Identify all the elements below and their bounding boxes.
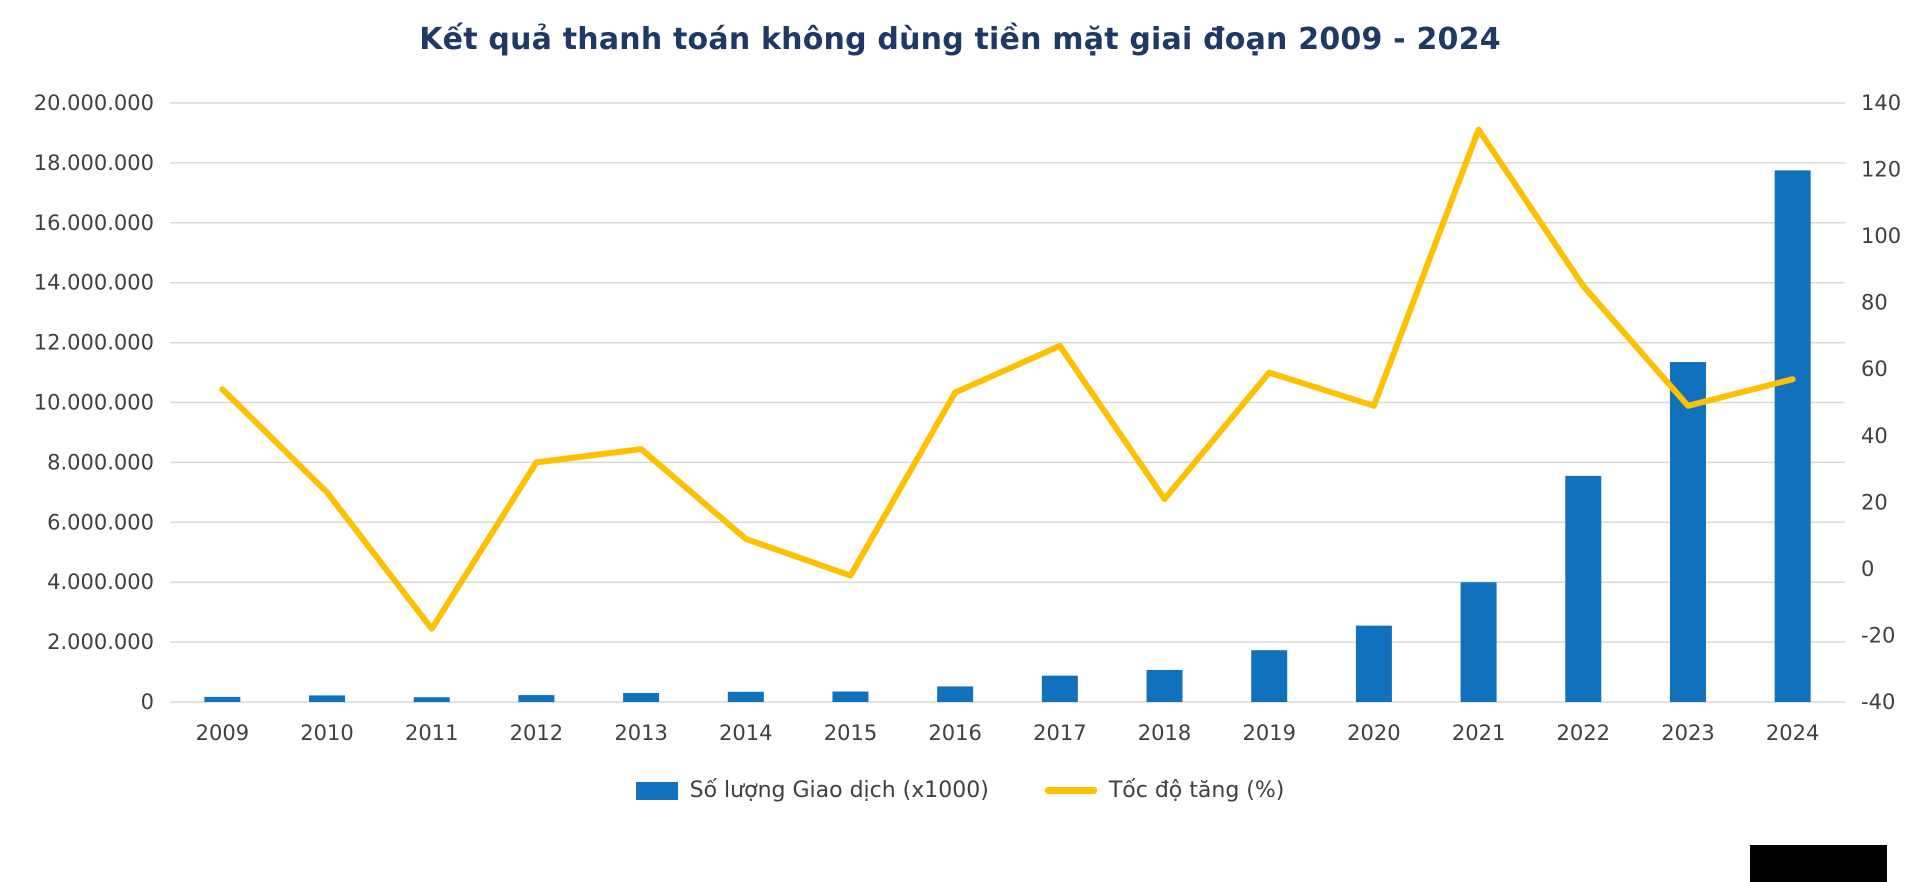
- x-axis-label: 2018: [1138, 721, 1191, 745]
- bar-2023: [1669, 362, 1706, 702]
- x-axis-label: 2023: [1661, 721, 1714, 745]
- right-axis-tick: 20: [1861, 490, 1888, 514]
- legend-item-bars: Số lượng Giao dịch (x1000): [635, 778, 989, 803]
- left-axis-tick: 8.000.000: [47, 450, 154, 474]
- bar-2019: [1251, 650, 1288, 702]
- x-axis-label: 2009: [196, 721, 249, 745]
- legend: Số lượng Giao dịch (x1000) Tốc độ tăng (…: [0, 778, 1920, 803]
- x-axis-label: 2022: [1557, 721, 1610, 745]
- left-axis-tick: 12.000.000: [34, 331, 154, 355]
- legend-label-bars: Số lượng Giao dịch (x1000): [689, 778, 989, 803]
- right-axis-tick: 120: [1861, 158, 1901, 182]
- left-axis-tick: 20.000.000: [34, 91, 154, 115]
- bar-2012: [518, 695, 555, 702]
- bar-2022: [1565, 475, 1602, 702]
- bar-series-swatch: [635, 781, 678, 800]
- chart-title: Kết quả thanh toán không dùng tiền mặt g…: [419, 22, 1501, 57]
- bar-2020: [1355, 625, 1392, 702]
- bar-2009: [204, 696, 241, 702]
- x-axis-label: 2024: [1766, 721, 1819, 745]
- right-axis-tick: 100: [1861, 224, 1901, 248]
- bottom-right-black-bar: [1750, 845, 1887, 882]
- left-axis-tick: 0: [141, 690, 154, 714]
- bar-2016: [937, 686, 974, 702]
- right-axis-tick: -40: [1861, 690, 1895, 714]
- left-axis-tick: 4.000.000: [47, 570, 154, 594]
- right-axis-tick: 140: [1861, 91, 1901, 115]
- right-axis-tick: 80: [1861, 291, 1888, 315]
- legend-item-line: Tốc độ tăng (%): [1044, 778, 1285, 803]
- bar-2021: [1460, 582, 1497, 702]
- left-axis-tick: 10.000.000: [34, 391, 154, 415]
- right-axis-tick: 0: [1861, 557, 1874, 581]
- left-axis-tick: 16.000.000: [34, 211, 154, 235]
- bar-2024: [1774, 170, 1811, 702]
- x-axis-label: 2011: [405, 721, 458, 745]
- right-axis-tick: -20: [1861, 623, 1895, 647]
- bar-2015: [832, 691, 869, 702]
- right-axis-tick: 40: [1861, 424, 1888, 448]
- bar-2011: [413, 697, 450, 702]
- left-axis-tick: 18.000.000: [34, 151, 154, 175]
- left-axis-tick: 2.000.000: [47, 630, 154, 654]
- x-axis-label: 2010: [300, 721, 353, 745]
- legend-label-line: Tốc độ tăng (%): [1108, 778, 1285, 803]
- left-axis-tick: 6.000.000: [47, 510, 154, 534]
- bar-2013: [623, 693, 660, 702]
- bar-2018: [1146, 669, 1183, 702]
- x-axis-label: 2012: [510, 721, 563, 745]
- bar-2014: [727, 691, 764, 702]
- x-axis-label: 2021: [1452, 721, 1505, 745]
- x-axis-label: 2013: [614, 721, 667, 745]
- growth-rate-line: [219, 126, 1796, 632]
- bar-2017: [1041, 675, 1078, 702]
- x-axis-label: 2019: [1242, 721, 1295, 745]
- right-axis-tick: 60: [1861, 357, 1888, 381]
- line-series-swatch: [1044, 787, 1097, 794]
- x-axis-label: 2015: [824, 721, 877, 745]
- x-axis-label: 2017: [1033, 721, 1086, 745]
- bar-2010: [309, 695, 346, 702]
- x-axis-label: 2014: [719, 721, 772, 745]
- left-axis-tick: 14.000.000: [34, 271, 154, 295]
- x-axis-label: 2020: [1347, 721, 1400, 745]
- x-axis-label: 2016: [928, 721, 981, 745]
